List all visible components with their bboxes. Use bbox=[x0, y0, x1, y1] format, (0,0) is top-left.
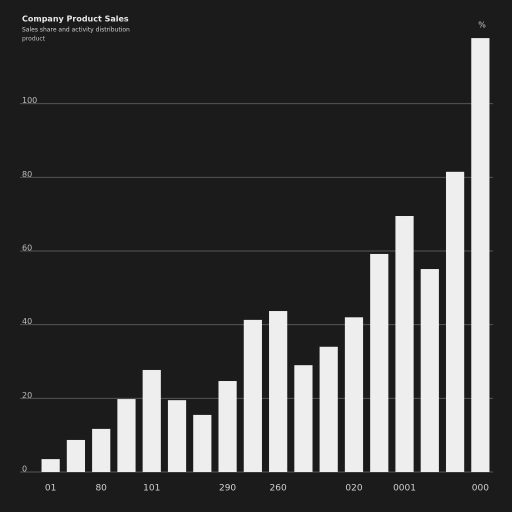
bar bbox=[142, 369, 161, 472]
bar bbox=[420, 269, 439, 472]
bar bbox=[471, 38, 490, 472]
bar bbox=[445, 171, 465, 472]
unit-label: % bbox=[478, 21, 486, 30]
y-tick-label: 0 bbox=[22, 465, 27, 474]
bar bbox=[294, 365, 313, 472]
y-tick-label: 100 bbox=[22, 96, 37, 105]
y-tick-label: 20 bbox=[22, 391, 32, 400]
bar bbox=[41, 459, 60, 472]
x-tick-label: 101 bbox=[143, 484, 160, 494]
bar bbox=[167, 400, 187, 472]
y-tick-label: 40 bbox=[22, 317, 32, 326]
bar bbox=[370, 253, 389, 472]
x-tick-label: 80 bbox=[95, 484, 107, 494]
y-tick-label: 80 bbox=[22, 170, 32, 179]
bar bbox=[395, 216, 414, 472]
chart-subtitle: Sales share and activity distribution bbox=[22, 27, 130, 34]
x-tick-label: 020 bbox=[345, 484, 362, 494]
bar bbox=[344, 317, 364, 472]
x-tick-label: 290 bbox=[219, 484, 236, 494]
chart-caption: product bbox=[22, 36, 46, 43]
bar bbox=[218, 381, 237, 472]
x-tick-label: 01 bbox=[45, 484, 56, 494]
bar bbox=[66, 439, 86, 472]
x-tick-label: 000 bbox=[472, 484, 489, 494]
chart-title: Company Product Sales bbox=[22, 15, 129, 24]
y-tick-label: 60 bbox=[22, 244, 32, 253]
bar bbox=[92, 428, 111, 472]
bar bbox=[117, 399, 136, 472]
x-tick-label: 260 bbox=[270, 484, 287, 494]
bar bbox=[269, 311, 288, 472]
bar bbox=[193, 414, 212, 472]
bar bbox=[319, 346, 338, 472]
x-tick-label: 0001 bbox=[393, 484, 416, 494]
bar bbox=[243, 319, 262, 472]
